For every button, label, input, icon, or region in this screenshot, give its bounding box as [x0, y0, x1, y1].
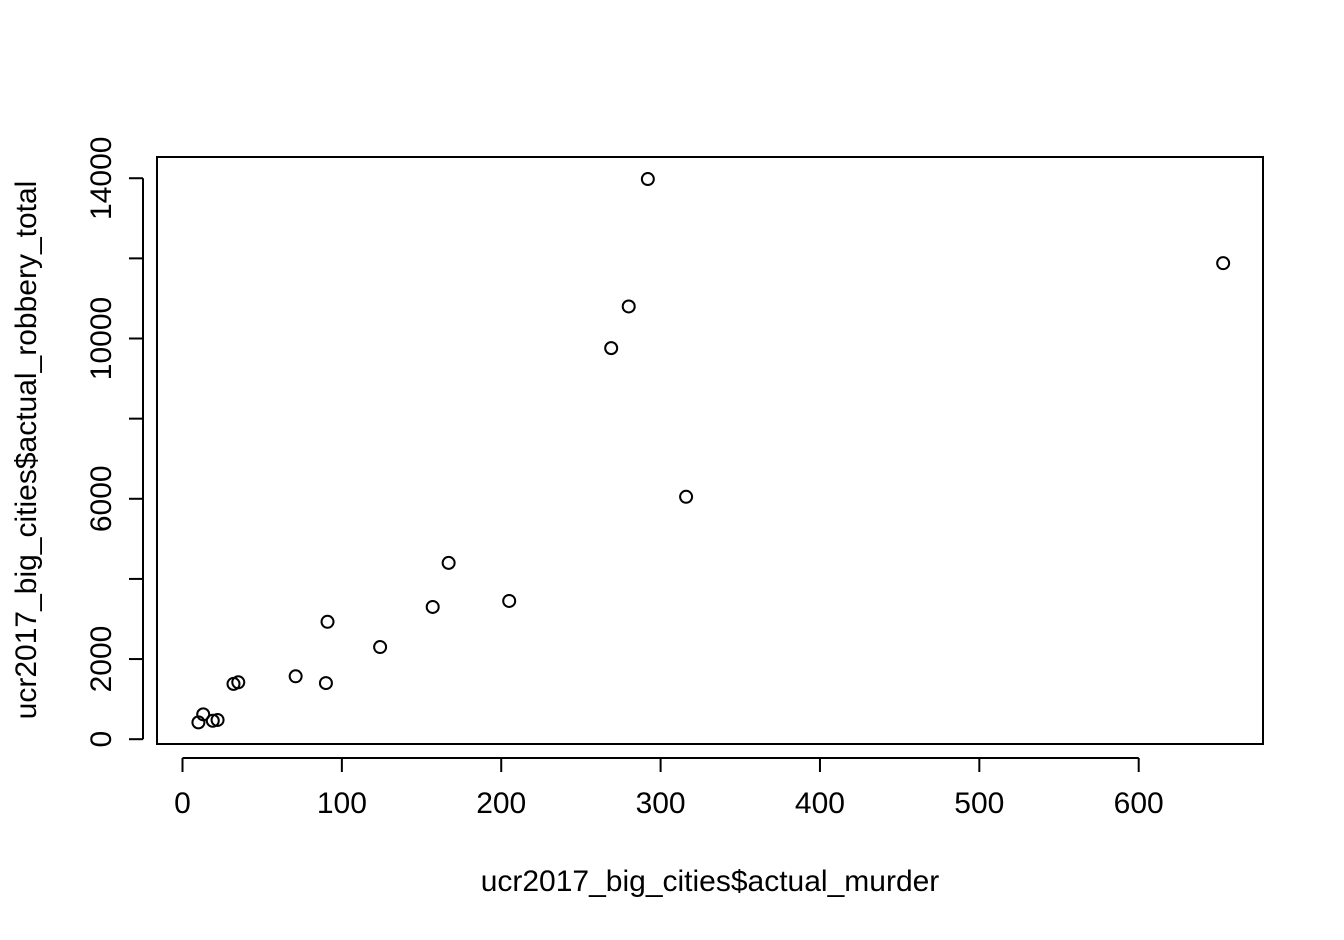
x-tick-label: 500: [954, 787, 1004, 820]
data-point: [205, 713, 220, 728]
data-point: [320, 614, 335, 629]
x-tick-label: 600: [1114, 787, 1164, 820]
x-tick-label: 300: [636, 787, 686, 820]
data-point: [604, 341, 619, 356]
data-point: [373, 640, 388, 655]
y-tick-label: 6000: [85, 465, 118, 532]
x-axis: 0 100 200 300 400 500 600: [174, 757, 1164, 820]
data-point: [425, 599, 440, 614]
data-point: [288, 669, 303, 684]
y-axis-title: ucr2017_big_cities$actual_robbery_total: [10, 181, 43, 720]
y-tick-label: 10000: [85, 297, 118, 380]
data-point: [318, 676, 333, 691]
x-tick-label: 0: [174, 787, 191, 820]
data-point: [441, 555, 456, 570]
data-point: [1216, 256, 1231, 271]
x-tick-label: 200: [476, 787, 526, 820]
x-tick-label: 400: [795, 787, 845, 820]
y-axis: 0 2000 6000 10000 14000: [85, 137, 144, 748]
x-axis-title: ucr2017_big_cities$actual_murder: [481, 865, 940, 898]
data-point: [502, 593, 517, 608]
data-point: [196, 707, 211, 722]
plot-frame: [156, 156, 1264, 745]
data-points: [191, 172, 1231, 730]
y-tick-label: 2000: [85, 626, 118, 693]
y-tick-label: 0: [85, 731, 118, 748]
x-tick-label: 100: [317, 787, 367, 820]
data-point: [679, 489, 694, 504]
data-point: [621, 299, 636, 314]
data-point: [210, 712, 225, 727]
y-tick-label: 14000: [85, 137, 118, 220]
data-point: [640, 172, 655, 187]
data-point: [231, 675, 246, 690]
